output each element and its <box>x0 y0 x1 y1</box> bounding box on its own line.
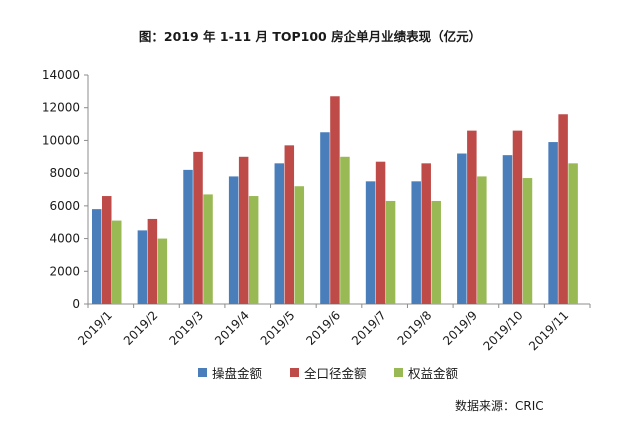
x-tick-label: 2019/10 <box>481 308 526 353</box>
bar-操盘金额-2019/11 <box>548 142 558 304</box>
bar-权益金额-2019/11 <box>568 163 578 304</box>
y-axis: 0 2000 4000 6000 8000 10000 12000 14000 <box>42 68 89 311</box>
y-tick-label: 6000 <box>49 199 80 213</box>
y-tick-label: 12000 <box>42 101 80 115</box>
legend-swatch <box>198 368 207 377</box>
y-tick-label: 4000 <box>49 232 80 246</box>
bar-全口径金额-2019/3 <box>193 151 203 304</box>
source-note: 数据来源：CRIC <box>455 399 544 413</box>
x-tick-label: 2019/1 <box>75 308 115 348</box>
x-tick-label: 2019/6 <box>303 308 343 348</box>
bar-全口径金额-2019/6 <box>330 96 340 304</box>
bar-权益金额-2019/5 <box>294 186 305 304</box>
bar-权益金额-2019/7 <box>385 200 396 304</box>
bar-权益金额-2019/8 <box>431 200 441 304</box>
bar-权益金额-2019/3 <box>203 194 213 304</box>
bar-操盘金额-2019/10 <box>502 155 513 304</box>
y-tick-label: 0 <box>72 297 80 311</box>
x-tick-label: 2019/9 <box>440 308 480 348</box>
bar-全口径金额-2019/2 <box>147 218 158 304</box>
bar-全口径金额-2019/11 <box>558 114 568 304</box>
bar-操盘金额-2019/8 <box>411 181 421 304</box>
x-tick-label: 2019/11 <box>526 308 571 353</box>
bar-操盘金额-2019/1 <box>92 209 102 304</box>
x-tick-label: 2019/4 <box>212 308 252 348</box>
x-tick-label: 2019/3 <box>166 308 206 348</box>
bar-操盘金额-2019/6 <box>320 132 330 304</box>
bar-权益金额-2019/4 <box>248 196 259 304</box>
y-tick-label: 8000 <box>49 166 80 180</box>
legend-swatch <box>290 368 299 377</box>
y-tick-label: 14000 <box>42 68 80 82</box>
bar-权益金额-2019/6 <box>340 156 350 304</box>
bar-全口径金额-2019/10 <box>512 130 523 304</box>
bar-权益金额-2019/10 <box>522 178 533 304</box>
bar-全口径金额-2019/1 <box>102 196 112 304</box>
bar-操盘金额-2019/7 <box>365 181 376 304</box>
x-tick-label: 2019/8 <box>395 308 435 348</box>
legend-item-操盘金额: 操盘金额 <box>198 363 262 382</box>
bar-全口径金额-2019/9 <box>467 130 477 304</box>
bar-操盘金额-2019/2 <box>137 230 148 304</box>
legend-label: 全口径金额 <box>304 366 367 381</box>
x-tick-label: 2019/7 <box>349 308 389 348</box>
x-axis: 2019/1 2019/2 2019/3 2019/4 2019/5 2019/6 2019… <box>75 303 591 353</box>
bar-操盘金额-2019/4 <box>228 176 239 304</box>
bar-全口径金额-2019/7 <box>375 161 386 304</box>
bar-操盘金额-2019/5 <box>274 163 285 304</box>
chart-title: 图：2019 年 1-11 月 TOP100 房企单月业绩表现（亿元） <box>138 29 482 44</box>
y-tick-label: 2000 <box>49 264 80 278</box>
legend-item-全口径金额: 全口径金额 <box>290 363 367 382</box>
bars <box>92 96 578 304</box>
bar-操盘金额-2019/9 <box>457 153 467 304</box>
legend-swatch <box>394 368 403 377</box>
x-tick-label: 2019/2 <box>121 308 161 348</box>
y-tick-label: 10000 <box>42 133 80 147</box>
legend-item-权益金额: 权益金额 <box>394 363 458 382</box>
x-tick-label: 2019/5 <box>258 308 298 348</box>
bar-权益金额-2019/9 <box>477 176 487 304</box>
bar-权益金额-2019/2 <box>157 238 168 304</box>
bar-全口径金额-2019/8 <box>421 163 431 304</box>
legend-label: 权益金额 <box>408 366 459 381</box>
bar-全口径金额-2019/5 <box>284 145 295 304</box>
bar-全口径金额-2019/4 <box>238 156 249 304</box>
bar-操盘金额-2019/3 <box>183 169 193 304</box>
bar-权益金额-2019/1 <box>112 220 122 304</box>
legend-label: 操盘金额 <box>212 366 263 381</box>
